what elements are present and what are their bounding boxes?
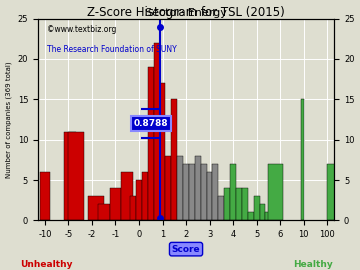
Bar	[130, 196, 136, 220]
Bar	[183, 164, 189, 220]
Bar	[166, 156, 171, 220]
Y-axis label: Number of companies (369 total): Number of companies (369 total)	[5, 61, 12, 178]
Bar	[195, 156, 201, 220]
Bar	[109, 188, 121, 220]
Bar	[136, 180, 142, 220]
Bar	[268, 164, 283, 220]
Bar	[236, 188, 242, 220]
Bar	[64, 131, 76, 220]
Bar	[248, 212, 254, 220]
Bar	[254, 196, 260, 220]
Bar	[327, 164, 339, 220]
Bar	[242, 188, 248, 220]
Bar	[68, 131, 84, 220]
Bar	[201, 164, 207, 220]
Bar	[121, 172, 133, 220]
Text: Unhealthy: Unhealthy	[21, 260, 73, 269]
Text: Sector: Energy: Sector: Energy	[145, 8, 227, 18]
Bar	[260, 204, 265, 220]
Bar	[171, 99, 177, 220]
X-axis label: Score: Score	[172, 245, 201, 254]
Bar	[177, 156, 183, 220]
Bar	[212, 164, 219, 220]
Bar	[98, 204, 109, 220]
Bar	[265, 212, 271, 220]
Bar	[207, 172, 212, 220]
Bar	[154, 43, 159, 220]
Text: ©www.textbiz.org: ©www.textbiz.org	[47, 25, 116, 33]
Title: Z-Score Histogram for TSL (2015): Z-Score Histogram for TSL (2015)	[87, 6, 285, 19]
Bar	[148, 67, 154, 220]
Text: The Research Foundation of SUNY: The Research Foundation of SUNY	[47, 45, 176, 54]
Bar	[88, 196, 104, 220]
Bar	[224, 188, 230, 220]
Bar	[40, 172, 50, 220]
Bar	[301, 99, 304, 220]
Text: 0.8788: 0.8788	[134, 119, 168, 128]
Text: Healthy: Healthy	[293, 260, 333, 269]
Bar	[159, 83, 166, 220]
Bar	[142, 172, 148, 220]
Bar	[219, 196, 224, 220]
Bar	[230, 164, 236, 220]
Bar	[189, 164, 195, 220]
